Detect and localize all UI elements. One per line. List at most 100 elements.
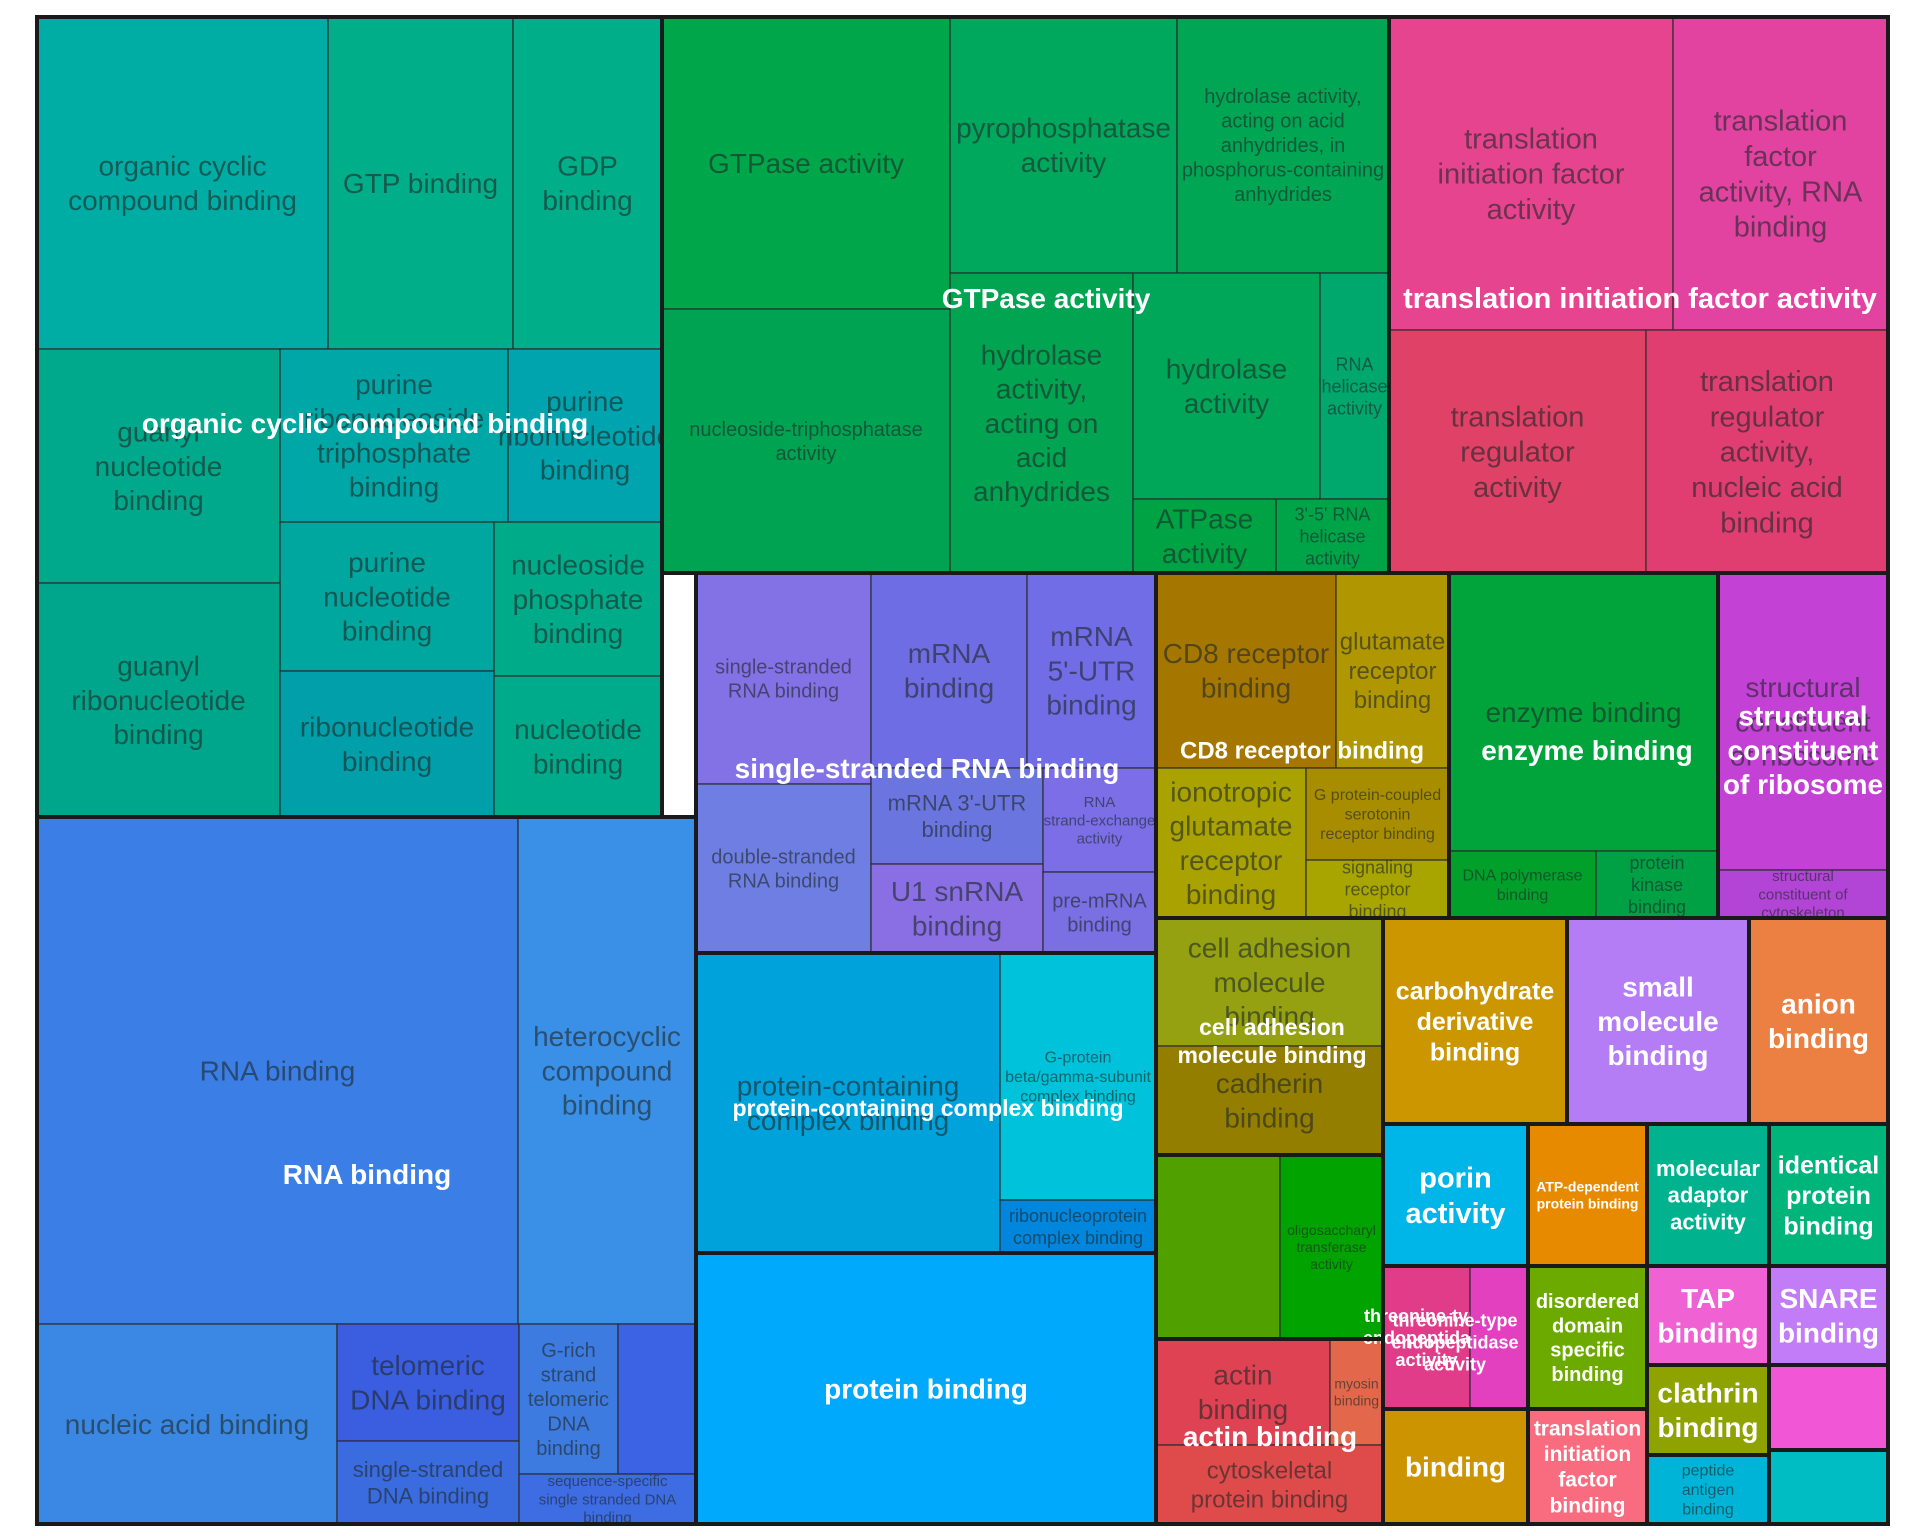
leaf-label-translation-regulator-activity: translation regulator activity [1451, 401, 1585, 504]
leaf-label-peptide-antigen-binding: peptide antigen binding [1682, 1463, 1735, 1519]
leaf-tile-ribonucleoprotein-complex-binding [999, 1199, 1157, 1254]
leaf-tile-pyrophosphatase-activity [949, 16, 1178, 274]
leaf-label-hydrolase-activity: hydrolase activity [1166, 354, 1287, 419]
leaf-tile-telomeric-dna-binding [336, 1323, 520, 1442]
leaf-tile-g3-5 [617, 1323, 697, 1475]
leaf-tile-single-stranded-dna-binding [336, 1440, 520, 1525]
leaf-tile-heterocyclic-compound-binding [517, 816, 697, 1325]
leaf-label-g-rich-strand-telomeric-dna-binding: G-rich strand telomeric DNA binding [528, 1340, 609, 1460]
leaf-tile-nucleoside-phosphate-binding [493, 521, 663, 677]
leaf-label-gtp-binding: GTP binding [343, 168, 498, 199]
leaf-tile-purine-ribonucleotide-binding [507, 348, 663, 523]
leaf-tile-gtp-binding [327, 16, 514, 350]
leaf-tile-3-5-rna-helicase-activity [1275, 498, 1390, 574]
leaf-label-mrna-5-utr-binding: mRNA 5'-UTR binding [1046, 621, 1136, 720]
leaf-label-nucleoside-phosphate-binding: nucleoside phosphate binding [511, 550, 645, 649]
group-label-threonine-type-endopeptidase-activity: threonine-type endopeptidase activity [1391, 1310, 1518, 1374]
treemap-frame [35, 15, 1890, 1526]
leaf-label-binding: binding [1405, 1451, 1506, 1482]
leaf-label-tap-binding: TAP binding [1657, 1283, 1758, 1348]
leaf-label-pyrophosphatase-activity: pyrophosphatase activity [956, 113, 1171, 178]
leaf-tile-gtpase-activity [661, 16, 951, 310]
leaf-label-translation-initiation-factor-activity: translation initiation factor activity [1438, 123, 1625, 226]
leaf-label-single-stranded-rna-binding: single-stranded RNA binding [715, 656, 852, 702]
leaf-label-gdp-binding: GDP binding [542, 151, 632, 216]
leaf-tile-guanyl-ribonucleotide-binding [36, 582, 281, 818]
leaf-label-pre-mrna-binding: pre-mRNA binding [1052, 890, 1147, 936]
leaf-tile-dna-polymerase-binding [1448, 850, 1597, 919]
leaf-label-actin-binding: actin binding [1198, 1360, 1288, 1425]
leaf-label-porin-activity: porin activity [1406, 1162, 1506, 1229]
leaf-tile-guanyl-nucleotide-binding [36, 348, 281, 584]
leaf-label-3-5-rna-helicase-activity: 3'-5' RNA helicase activity [1295, 504, 1371, 568]
leaf-tile-cytoskeletal-protein-binding [1155, 1444, 1384, 1525]
leaf-label-signaling-receptor-binding: signaling receptor binding [1342, 857, 1413, 921]
leaf-label-enzyme-binding: enzyme binding [1485, 697, 1681, 728]
group-label-single-stranded-rna-binding: single-stranded RNA binding [735, 753, 1120, 784]
leaf-label-oligosaccharyl-transferase-activity: oligosaccharyl transferase activity [1287, 1222, 1376, 1272]
leaf-label-cd8-receptor-binding: CD8 receptor binding [1163, 638, 1330, 703]
group-label-cell-adhesion-molecule-binding: cell adhesion molecule binding [1177, 1014, 1366, 1068]
group-label-gtpase-activity: GTPase activity [942, 283, 1151, 314]
leaf-label-small-molecule-binding: small molecule binding [1597, 972, 1718, 1071]
leaf-tile-myosin-binding [1329, 1338, 1384, 1446]
leaf-label-g-protein-coupled-serotonin-receptor-binding: G protein-coupled serotonin receptor bindi… [1314, 787, 1441, 843]
leaf-label-gtpase-activity: GTPase activity [708, 148, 904, 179]
leaf-label-nucleotide-binding: nucleotide binding [514, 714, 642, 779]
leaf-label-ribonucleoprotein-complex-binding: ribonucleoprotein complex binding [1009, 1206, 1147, 1248]
group-label-protein-containing-complex-binding: protein-containing complex binding [733, 1095, 1124, 1121]
leaf-tile-hydrolase-activity-acting-on-acid-anhydrides [949, 272, 1134, 574]
leaf-tile-carbohydrate-derivative-binding [1382, 917, 1568, 1125]
leaf-label-hydrolase-activity-acting-on-acid-anhydrides-in-phosphorus-containing-anhydrides: hydrolase activity, acting on acid anhydri… [1182, 86, 1384, 206]
leaf-tile-threonine-type-endopeptidase-activity [1382, 1265, 1471, 1410]
leaf-tile-snare-binding [1768, 1265, 1889, 1366]
leaf-tile-protein-binding [695, 1252, 1157, 1525]
leaf-label-purine-ribonucleotide-binding: purine ribonucleotide binding [498, 386, 672, 485]
leaf-label-rna-helicase-activity: RNA helicase activity [1321, 354, 1387, 418]
leaf-tile-porin-activity [1382, 1123, 1529, 1267]
leaf-label-myosin-binding: myosin binding [1334, 1375, 1379, 1408]
leaf-label-glutamate-receptor-binding: glutamate receptor binding [1340, 629, 1445, 715]
leaf-tile-rna-binding [36, 816, 519, 1325]
group-label-actin-binding: actin binding [1183, 1421, 1357, 1452]
leaf-tile-ionotropic-glutamate-receptor-binding [1155, 767, 1307, 919]
leaf-label-mrna-binding: mRNA binding [904, 638, 994, 703]
leaf-tile-g-rich-strand-telomeric-dna-binding [518, 1323, 619, 1475]
leaf-tile-protein-containing-complex-binding [695, 952, 1001, 1254]
leaf-tile-rna-strand-exchange-activity [1042, 767, 1157, 873]
group-label-translation-initiation-factor-activity: translation initiation factor activity [1403, 283, 1877, 315]
leaf-tile-protein-kinase-binding [1595, 850, 1719, 919]
group-label-rna-binding: RNA binding [283, 1159, 451, 1190]
leaf-label-single-stranded-dna-binding: single-stranded DNA binding [353, 1457, 503, 1509]
leaf-label-threonine-type-endopeptidase-activity: threonine-type endopeptidase activity [1363, 1306, 1490, 1370]
leaf-label-hydrolase-activity-acting-on-acid-anhydrides: hydrolase activity, acting on acid anhydride… [973, 339, 1110, 507]
group-label-organic-cyclic-compound-binding: organic cyclic compound binding [142, 408, 588, 439]
leaf-tile-mrna-binding [870, 572, 1028, 769]
leaf-tile-mrna-3-utr-binding [870, 767, 1044, 865]
leaf-label-protein-containing-complex-binding: protein-containing complex binding [737, 1071, 960, 1136]
leaf-tile-purine-ribonucleoside-triphosphate-binding [279, 348, 509, 523]
leaf-label-purine-ribonucleoside-triphosphate-binding: purine ribonucleoside triphosphate binding [304, 369, 485, 502]
leaf-label-identical-protein-binding: identical protein binding [1778, 1151, 1879, 1240]
leaf-tile-translation-initiation-factor-binding [1527, 1408, 1648, 1525]
leaf-label-purine-nucleotide-binding: purine nucleotide binding [323, 547, 451, 646]
leaf-label-organic-cyclic-compound-binding: organic cyclic compound binding [68, 151, 297, 216]
group-label-enzyme-binding: enzyme binding [1481, 735, 1693, 766]
leaf-tile-nucleoside-triphosphatase-activity [661, 308, 951, 574]
leaf-tile-organic-cyclic-compound-binding [36, 16, 329, 350]
leaf-tile-molecular-adaptor-activity [1646, 1123, 1770, 1267]
leaf-label-protein-binding: protein binding [824, 1373, 1028, 1404]
leaf-tile-hydrolase-activity-acting-on-acid-anhydrides-in-phosphorus-containing-anhydrides [1176, 16, 1390, 274]
leaf-tile-peptide-antigen-binding [1646, 1454, 1770, 1525]
leaf-tile-tap-binding [1646, 1265, 1770, 1366]
leaf-label-translation-factor-activity-rna-binding: translation factor activity, RNA binding [1699, 106, 1863, 244]
leaf-label-g-protein-beta-gamma-subunit-complex-binding: G-protein beta/gamma-subunit complex bindi… [1005, 1050, 1151, 1106]
leaf-tile-u1-snrna-binding [870, 863, 1044, 954]
leaf-label-rna-strand-exchange-activity: RNA strand-exchange activity [1044, 794, 1156, 848]
leaf-tile-cell-adhesion-molecule-binding [1155, 917, 1384, 1047]
leaf-tile-disordered-domain-specific-binding [1527, 1265, 1648, 1410]
leaf-tile-nucleic-acid-binding [36, 1323, 338, 1525]
leaf-tile-g29-0 [1768, 1449, 1889, 1525]
leaf-label-atp-dependent-protein-binding: ATP-dependent protein binding [1536, 1178, 1639, 1211]
